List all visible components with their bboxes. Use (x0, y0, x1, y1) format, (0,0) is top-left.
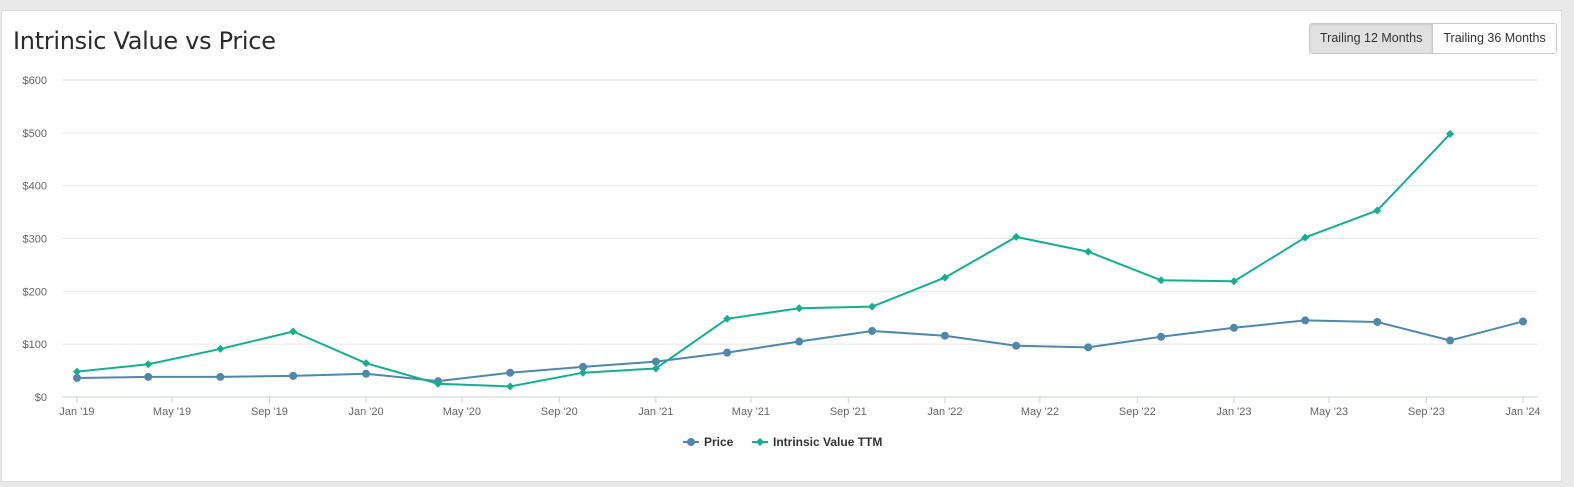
price-point (1301, 316, 1310, 325)
intrinsic-value-point (1373, 206, 1382, 215)
legend-label: Intrinsic Value TTM (773, 435, 882, 449)
y-tick-label: $200 (23, 286, 47, 298)
intrinsic-value-point (506, 382, 515, 391)
price-series (73, 316, 1527, 386)
legend-label: Price (704, 435, 734, 449)
intrinsic-value-point (362, 359, 371, 368)
price-point (651, 357, 660, 366)
price-point (289, 371, 298, 380)
price-point (1084, 343, 1093, 352)
period-toggle: Trailing 12 Months Trailing 36 Months (1309, 23, 1557, 54)
price-point (868, 326, 877, 335)
intrinsic-value-point (144, 360, 153, 369)
intrinsic-value-point (940, 273, 949, 282)
intrinsic-value-point (216, 344, 225, 353)
x-tick-label: Sep '20 (541, 406, 578, 418)
price-legend-marker (687, 438, 695, 446)
x-tick-label: Jan '20 (348, 406, 383, 418)
intrinsic-value-series (73, 129, 1455, 391)
chart-card: Intrinsic Value vs Price Trailing 12 Mon… (1, 10, 1562, 482)
y-tick-label: $600 (23, 75, 47, 87)
price-point (73, 373, 81, 382)
trailing-12-months-button[interactable]: Trailing 12 Months (1310, 24, 1433, 53)
x-tick-label: May '20 (443, 406, 481, 418)
intrinsic-value-point (579, 368, 588, 377)
x-tick-label: Jan '21 (638, 406, 673, 418)
intrinsic-value-point (1012, 232, 1021, 241)
intrinsic-value-point (1229, 277, 1238, 286)
price-point (795, 337, 804, 346)
intrinsic-value-point (1084, 247, 1093, 256)
intrinsic-value-point (723, 314, 732, 323)
price-point (940, 331, 949, 340)
price-point (1229, 323, 1238, 332)
x-tick-label: Sep '23 (1408, 406, 1445, 418)
y-tick-label: $100 (23, 339, 47, 351)
x-tick-label: May '19 (153, 406, 191, 418)
y-tick-label: $300 (23, 234, 47, 246)
x-tick-label: Jan '19 (59, 406, 94, 418)
price-point (1012, 341, 1021, 350)
price-point (1519, 317, 1527, 326)
price-point (1446, 336, 1455, 345)
price-point (362, 369, 371, 378)
y-tick-label: $0 (35, 392, 47, 404)
price-point (216, 372, 225, 381)
x-tick-label: Sep '19 (251, 406, 288, 418)
x-tick-label: Sep '21 (830, 406, 867, 418)
chart-title: Intrinsic Value vs Price (13, 27, 276, 55)
intrinsic-value-point (795, 304, 804, 313)
intrinsic-value-line (76, 133, 1451, 388)
price-point (579, 362, 588, 371)
legend: Price Intrinsic Value TTM (683, 435, 882, 449)
intrinsic-value-point (868, 302, 877, 311)
x-tick-label: May '23 (1310, 406, 1348, 418)
intrinsic-value-point (1301, 233, 1310, 242)
price-point (723, 348, 732, 357)
intrinsic-value-point (73, 367, 81, 376)
x-tick-label: Sep '22 (1119, 406, 1156, 418)
price-point (144, 372, 153, 381)
intrinsic-value-point (434, 379, 443, 388)
y-tick-label: $400 (23, 181, 47, 193)
trailing-36-months-button[interactable]: Trailing 36 Months (1432, 24, 1556, 53)
intrinsic-value-point (1157, 276, 1166, 285)
x-tick-label: Jan '22 (927, 406, 962, 418)
y-tick-label: $500 (23, 128, 47, 140)
price-point (1157, 332, 1166, 341)
intrinsic-value-point (1446, 129, 1455, 138)
intrinsic-value-legend-marker (756, 438, 764, 446)
x-tick-label: Jan '24 (1505, 406, 1540, 418)
price-point (506, 368, 515, 377)
x-tick-label: May '22 (1021, 406, 1059, 418)
x-tick-label: Jan '23 (1216, 406, 1251, 418)
price-point (1373, 317, 1382, 326)
intrinsic-value-point (651, 364, 660, 373)
x-tick-label: May '21 (732, 406, 770, 418)
intrinsic-value-point (289, 327, 298, 336)
